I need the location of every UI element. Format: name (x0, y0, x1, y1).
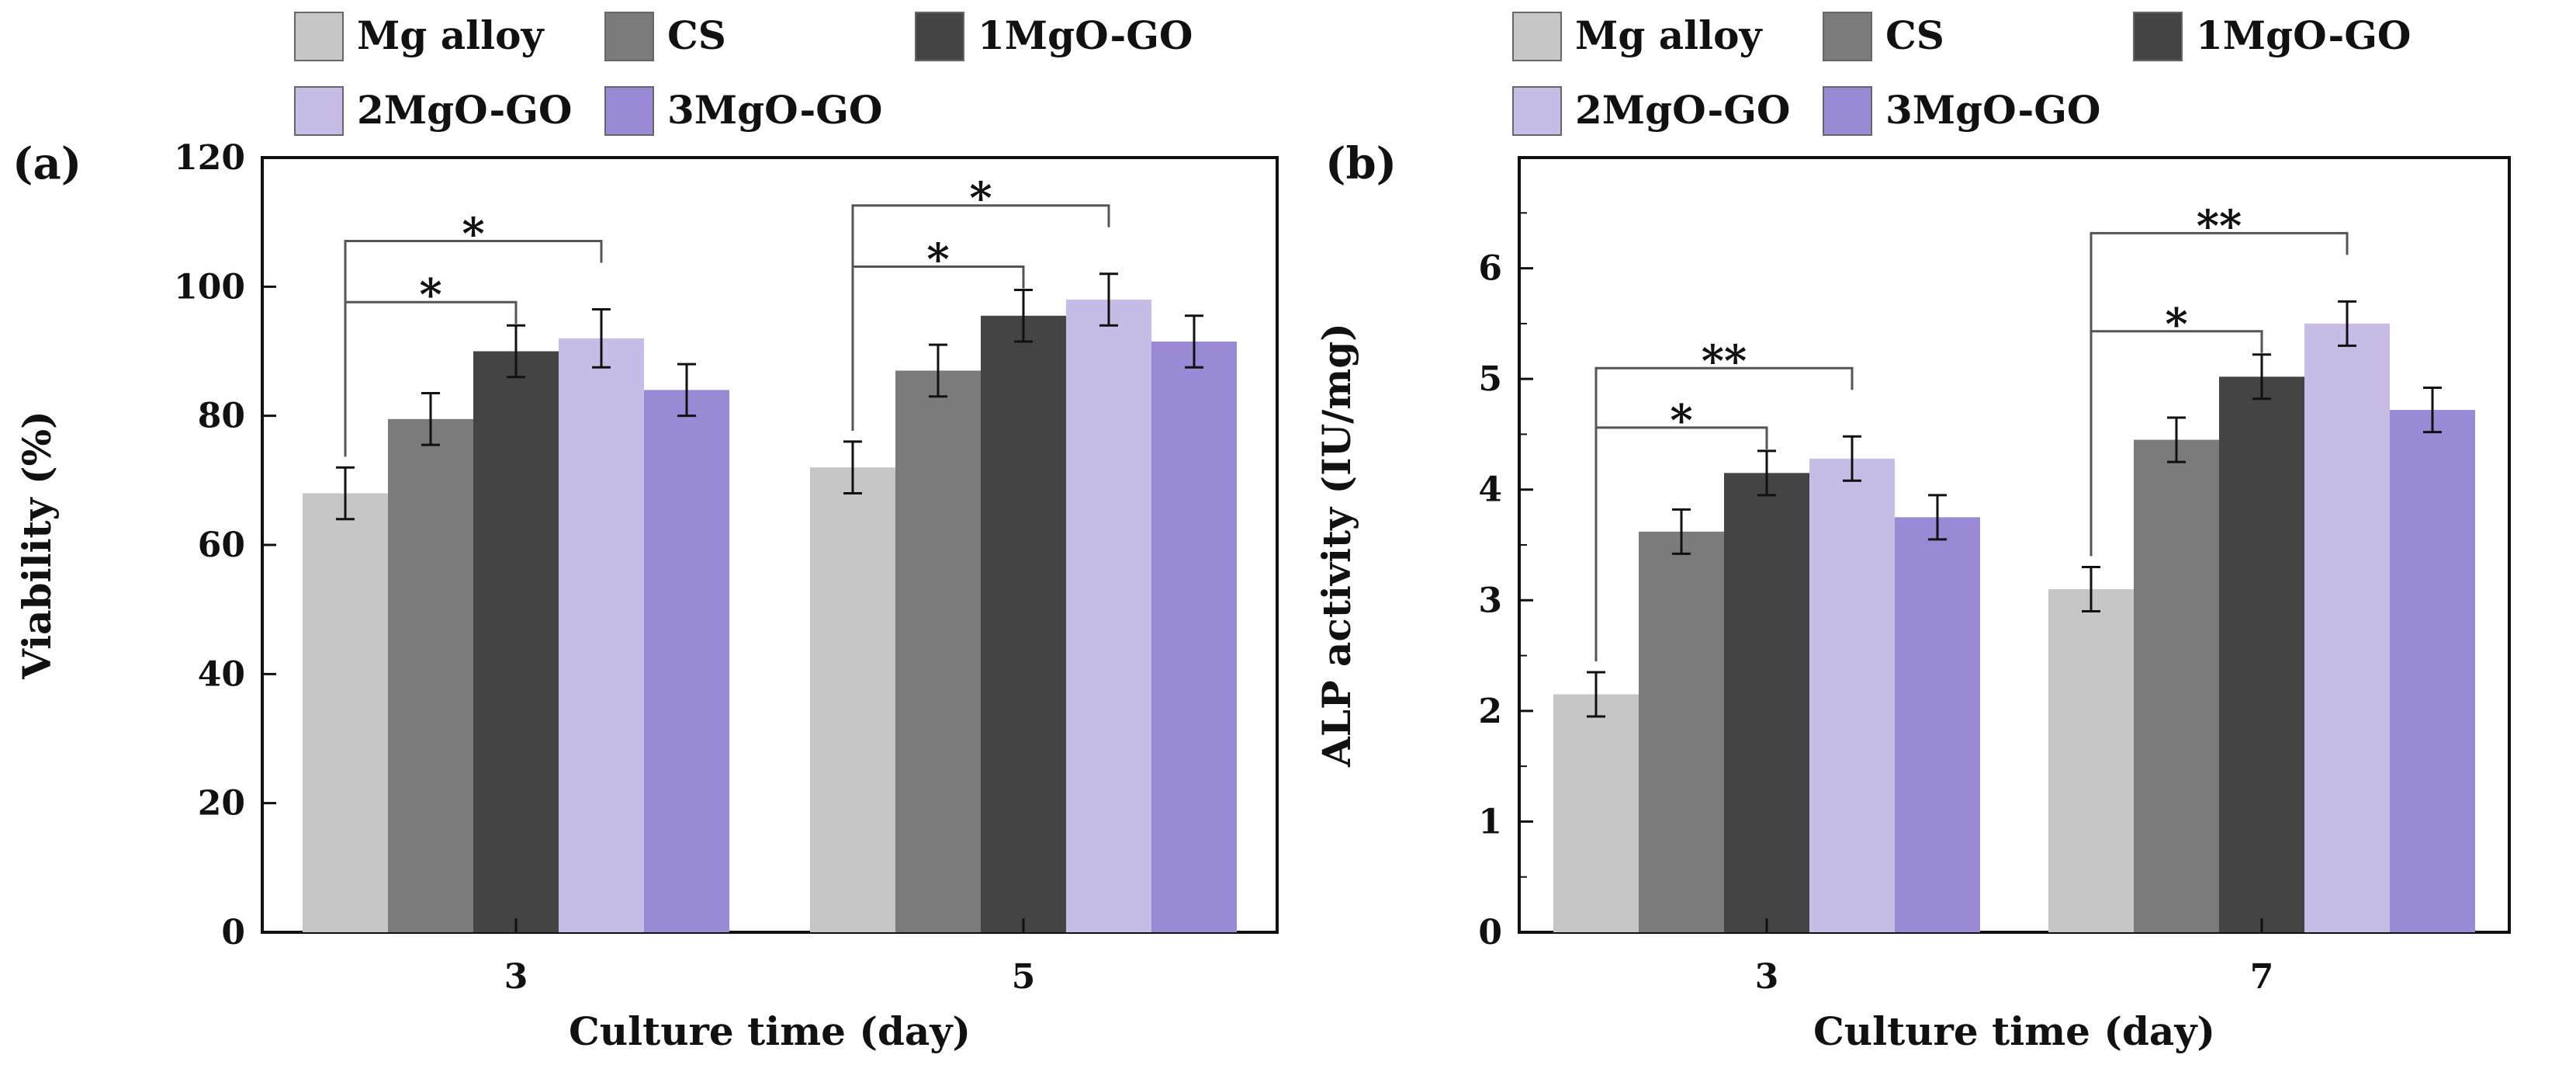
significance-bracket-1-1: ** (1594, 335, 1854, 661)
chart-panel-0: (a) 0 20 40 60 80 100 120 Viability (%) 3 * * 5 * * Cul… (12, 138, 1279, 1054)
legend-swatch-3 (294, 86, 344, 136)
significance-label: * (969, 173, 992, 224)
y-tick-label-1-3: 3 (1478, 581, 1502, 620)
y-tick-label-1-2: 2 (1478, 692, 1502, 731)
significance-label: * (419, 269, 441, 321)
bar-1-3-2 (1724, 473, 1809, 932)
legend-label-1: CS (1885, 12, 1944, 58)
legend-label-4: 3MgO-GO (1885, 87, 2101, 133)
bar-0-5-1 (895, 370, 981, 932)
y-tick-label-1-0: 0 (1478, 913, 1502, 952)
legend-swatch-1 (1823, 12, 1872, 61)
y-tick-label-0-1: 20 (198, 784, 245, 824)
bar-0-3-1 (388, 418, 473, 932)
bracket-line (851, 204, 1110, 431)
bar-0-5-0 (810, 467, 895, 932)
bar-1-7-2 (2219, 376, 2304, 932)
bar-0-3-4 (644, 390, 729, 932)
panel-label-0: (a) (12, 138, 81, 189)
bar-1-3-4 (1895, 517, 1980, 932)
significance-label: ** (1702, 335, 1747, 387)
bar-1-3-3 (1809, 458, 1895, 932)
significance-bracket-0-1: * (344, 208, 603, 457)
y-axis-title-1: ALP activity (IU/mg) (1314, 323, 1359, 768)
y-tick-label-0-2: 40 (198, 654, 245, 694)
significance-label: * (926, 234, 949, 285)
x-axis-title-0: Culture time (day) (569, 1008, 971, 1054)
x-tick-label-0-1: 5 (1012, 957, 1036, 997)
legend-swatch-0 (1512, 12, 1562, 61)
legend-swatch-2 (915, 12, 964, 61)
bar-1-7-4 (2390, 410, 2475, 932)
x-tick-label-1-1: 7 (2250, 957, 2274, 997)
bar-0-3-3 (559, 338, 644, 932)
x-tick-label-0-0: 3 (504, 957, 528, 997)
significance-bracket-1-3: ** (2090, 200, 2349, 557)
significance-bracket-0-3: * (851, 173, 1110, 431)
bracket-line (344, 239, 603, 457)
bar-0-5-4 (1151, 342, 1237, 932)
y-tick-label-0-0: 0 (221, 913, 245, 952)
legend-swatch-4 (604, 86, 654, 136)
y-tick-label-0-6: 120 (174, 138, 245, 178)
y-tick-label-1-5: 5 (1478, 359, 1502, 399)
y-tick-label-1-1: 1 (1478, 802, 1502, 841)
y-tick-label-0-3: 60 (198, 526, 245, 565)
bar-0-3-0 (303, 493, 388, 932)
legend-0: Mg alloy CS 1MgO-GO 2MgO-GO 3MgO-GO (294, 12, 1193, 136)
legend-label-0: Mg alloy (357, 12, 545, 58)
legend-label-0: Mg alloy (1575, 12, 1763, 58)
significance-label: * (2165, 299, 2187, 350)
legend-swatch-1 (604, 12, 654, 61)
legend-swatch-4 (1823, 86, 1872, 136)
legend-swatch-2 (2133, 12, 2183, 61)
bar-1-3-0 (1553, 694, 1639, 932)
legend-swatch-0 (294, 12, 344, 61)
x-tick-label-1-0: 3 (1755, 957, 1779, 997)
significance-label: ** (2197, 200, 2242, 252)
bar-0-5-2 (981, 315, 1066, 933)
x-axis-title-1: Culture time (day) (1813, 1008, 2215, 1054)
legend-label-2: 1MgO-GO (978, 12, 1193, 58)
y-tick-label-0-5: 100 (174, 267, 245, 307)
bracket-line (2090, 231, 2349, 557)
panel-label-1: (b) (1325, 138, 1397, 189)
legend-label-1: CS (667, 12, 726, 58)
y-tick-label-1-6: 6 (1478, 249, 1502, 289)
bar-0-3-2 (473, 351, 559, 932)
significance-label: * (1670, 395, 1692, 446)
y-axis-title-0: Viability (%) (14, 411, 60, 680)
bar-0-5-3 (1066, 299, 1151, 932)
legend-1: Mg alloy CS 1MgO-GO 2MgO-GO 3MgO-GO (1512, 12, 2412, 136)
bracket-line (1594, 366, 1854, 661)
legend-label-2: 1MgO-GO (2196, 12, 2412, 58)
y-tick-label-1-4: 4 (1478, 470, 1502, 510)
bar-1-7-0 (2048, 589, 2134, 932)
significance-label: * (462, 208, 484, 259)
bar-1-3-1 (1639, 531, 1724, 932)
legend-swatch-3 (1512, 86, 1562, 136)
bar-1-7-3 (2304, 323, 2390, 932)
legend-label-3: 2MgO-GO (1575, 87, 1791, 133)
legend-label-3: 2MgO-GO (357, 87, 573, 133)
bar-1-7-1 (2134, 439, 2219, 932)
legend-label-4: 3MgO-GO (667, 87, 883, 133)
y-tick-label-0-4: 80 (198, 397, 245, 436)
